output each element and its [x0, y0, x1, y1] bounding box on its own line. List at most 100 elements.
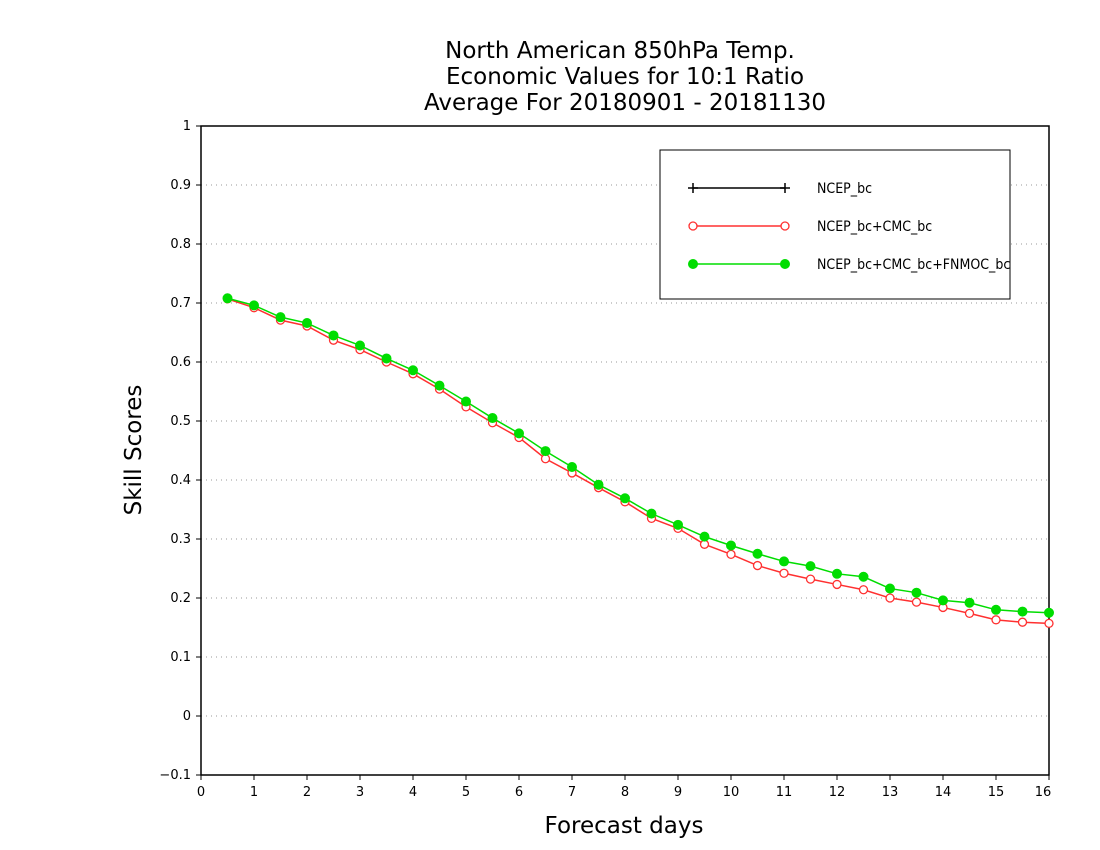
x-tick-label: 11: [776, 785, 793, 800]
series-point: [991, 604, 1001, 615]
x-tick-label: 0: [197, 785, 205, 800]
series-point: [1017, 617, 1028, 627]
chart-title: North American 850hPa Temp. Economic Val…: [424, 38, 826, 116]
x-tick-label: 4: [409, 785, 417, 800]
y-tick-label: 0.3: [170, 532, 191, 547]
y-tick-label: 0.2: [170, 591, 191, 606]
series-point: [567, 462, 577, 473]
series-point: [434, 380, 445, 391]
y-tick-label: −0.1: [159, 768, 191, 783]
series-line: [227, 297, 1050, 614]
x-tick-label: 10: [723, 785, 740, 800]
series-point: [964, 597, 975, 608]
series-point: [673, 519, 683, 530]
y-tick-label: 0.5: [170, 414, 191, 429]
series-point: [381, 353, 392, 364]
y-tick-label: 0.4: [170, 473, 191, 488]
series-point: [858, 571, 869, 582]
legend-marker: [780, 221, 790, 231]
legend-label: NCEP_bc+CMC_bc+FNMOC_bc: [817, 257, 1010, 273]
x-tick-label: 5: [462, 785, 470, 800]
x-tick-label: 9: [674, 785, 682, 800]
series-point: [222, 293, 233, 304]
series-point: [911, 587, 922, 598]
series-point: [779, 568, 789, 578]
x-tick-label: 1: [250, 785, 258, 800]
series-point: [540, 446, 551, 457]
series-point: [302, 318, 312, 329]
y-tick-label: 0.9: [170, 178, 191, 193]
legend-label: NCEP_bc+CMC_bc: [817, 219, 932, 235]
series-point: [964, 608, 975, 618]
series-point: [911, 597, 922, 607]
series-point: [991, 615, 1001, 625]
series-point: [938, 595, 948, 606]
series-point: [885, 593, 895, 603]
series-point: [275, 312, 286, 323]
series-point: [1017, 606, 1028, 617]
series-point: [1044, 618, 1054, 629]
series-point: [779, 556, 789, 567]
series-3: [222, 293, 1054, 618]
x-tick-label: 12: [829, 785, 846, 800]
legend-box: [659, 149, 1011, 300]
series-point: [249, 300, 259, 311]
series-point: [858, 585, 869, 595]
x-tick-label: 14: [935, 785, 952, 800]
x-tick-label: 15: [988, 785, 1005, 800]
x-tick-label: 6: [515, 785, 523, 800]
y-tick-label: 0.8: [170, 237, 191, 252]
legend-marker: [688, 259, 698, 269]
title-line-3: Average For 20180901 - 20181130: [424, 90, 826, 116]
x-tick-label: 2: [303, 785, 311, 800]
series-point: [646, 508, 657, 519]
legend: NCEP_bc NCEP_bc+CMC_bc NCEP_bc+CMC_bc+FNMO…: [659, 149, 1011, 300]
series-line: [227, 298, 1050, 625]
series-point: [805, 561, 816, 572]
title-line-1: North American 850hPa Temp.: [445, 38, 795, 64]
legend-item: NCEP_bc+CMC_bc: [688, 219, 932, 235]
series-point: [832, 579, 842, 590]
series-point: [328, 330, 339, 341]
series-point: [1044, 607, 1054, 618]
y-axis-label: Skill Scores: [121, 385, 147, 516]
series-point: [726, 549, 736, 559]
y-tick-label: 0.6: [170, 355, 191, 370]
legend-marker: [688, 221, 698, 231]
x-tick-label: 7: [568, 785, 576, 800]
legend-item: NCEP_bc+CMC_bc+FNMOC_bc: [688, 257, 1010, 273]
x-tick-label: 16: [1035, 785, 1052, 800]
series-point: [752, 548, 763, 559]
legend-label: NCEP_bc: [817, 181, 872, 197]
x-axis-label: Forecast days: [545, 813, 704, 839]
title-line-2: Economic Values for 10:1 Ratio: [446, 64, 804, 90]
series-point: [461, 396, 471, 407]
series-point: [620, 493, 630, 504]
legend-item: NCEP_bc: [688, 181, 872, 197]
series-point: [593, 479, 604, 490]
y-tick-label: 1: [183, 119, 191, 134]
x-tick-label: 8: [621, 785, 629, 800]
legend-marker: [780, 259, 790, 269]
series-point: [726, 540, 736, 551]
y-tick-label: 0.7: [170, 296, 191, 311]
series-point: [699, 531, 710, 542]
series-point: [514, 428, 524, 439]
axis-ticks: −0.100.10.20.30.40.50.60.70.80.910 1 2 3 4 5 6…: [159, 119, 1051, 800]
series-point: [805, 574, 816, 584]
series-point: [487, 413, 498, 424]
y-tick-label: 0: [183, 709, 191, 724]
legend-marker: [688, 183, 698, 193]
series-point: [355, 340, 365, 351]
legend-marker: [780, 183, 790, 193]
series-2: [222, 294, 1054, 629]
series-point: [832, 568, 842, 579]
series-layer: [222, 293, 1054, 629]
series-point: [885, 583, 895, 594]
series-point: [752, 560, 763, 571]
y-tick-label: 0.1: [170, 650, 191, 665]
x-tick-label: 3: [356, 785, 364, 800]
series-point: [408, 365, 418, 376]
x-tick-label: 13: [882, 785, 899, 800]
